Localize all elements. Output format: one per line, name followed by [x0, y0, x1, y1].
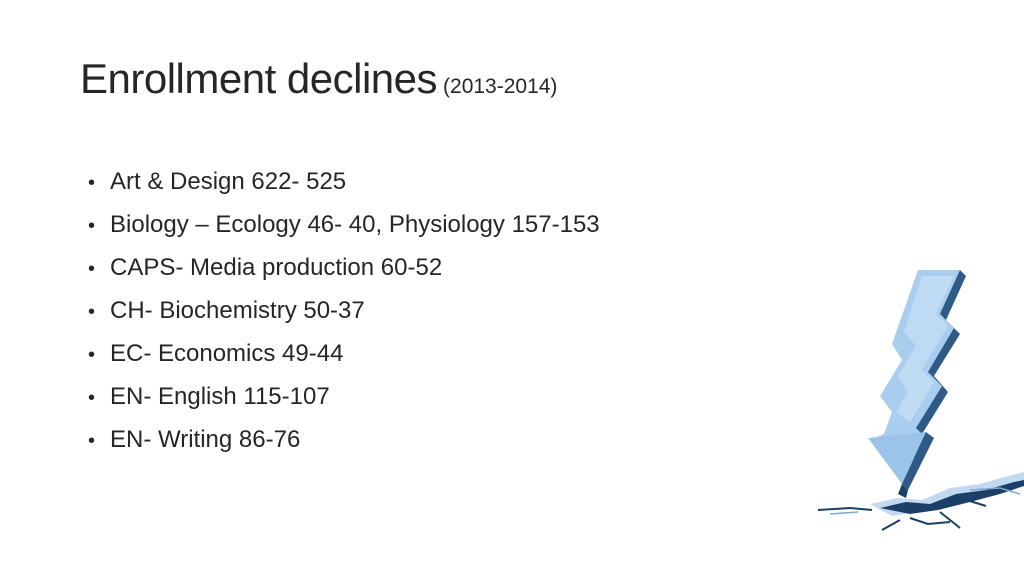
- list-item: • Biology – Ecology 46- 40, Physiology 1…: [88, 211, 600, 254]
- list-item: • EC- Economics 49-44: [88, 340, 600, 383]
- bullet-text: CH- Biochemistry 50-37: [110, 297, 365, 324]
- list-item: • EN- English 115-107: [88, 383, 600, 426]
- bullet-marker: •: [88, 258, 96, 280]
- title-date-range: (2013-2014): [443, 75, 558, 98]
- bullet-marker: •: [88, 344, 96, 366]
- bullet-text: EN- English 115-107: [110, 383, 330, 410]
- bullet-text: Art & Design 622- 525: [110, 168, 347, 195]
- bullet-marker: •: [88, 430, 96, 452]
- arrow-head: [868, 432, 926, 484]
- bullet-marker: •: [88, 301, 96, 323]
- title-text: Enrollment declines: [80, 55, 438, 102]
- bullet-list: • Art & Design 622- 525 • Biology – Ecol…: [88, 168, 600, 469]
- bullet-marker: •: [88, 172, 96, 194]
- bullet-marker: •: [88, 387, 96, 409]
- bullet-marker: •: [88, 215, 96, 237]
- bullet-text: Biology – Ecology 46- 40, Physiology 157…: [110, 211, 600, 238]
- list-item: • CH- Biochemistry 50-37: [88, 297, 600, 340]
- bullet-text: CAPS- Media production 60-52: [110, 254, 443, 281]
- list-item: • EN- Writing 86-76: [88, 426, 600, 469]
- bullet-text: EC- Economics 49-44: [110, 340, 344, 367]
- bullet-text: EN- Writing 86-76: [110, 426, 301, 453]
- ground-crack: [817, 472, 1024, 531]
- falling-zigzag-arrow-icon: [817, 270, 1024, 531]
- slide-title: Enrollment declines (2013-2014): [80, 58, 557, 100]
- list-item: • Art & Design 622- 525: [88, 168, 600, 211]
- list-item: • CAPS- Media production 60-52: [88, 254, 600, 297]
